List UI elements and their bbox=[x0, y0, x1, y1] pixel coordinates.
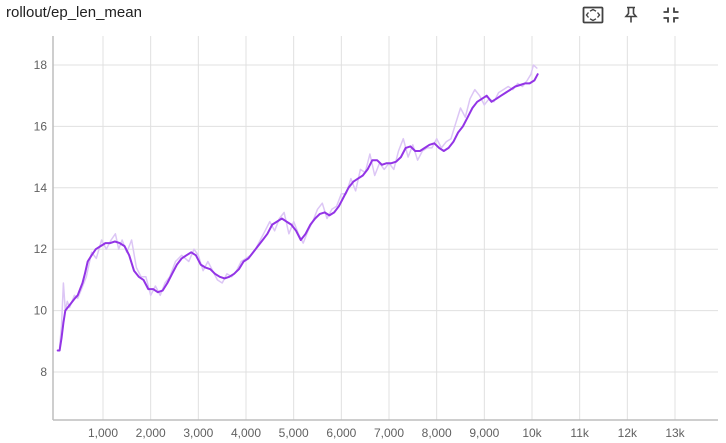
x-tick-label: 7,000 bbox=[374, 426, 404, 440]
y-tick-label: 18 bbox=[34, 58, 48, 72]
x-tick-label: 2,000 bbox=[136, 426, 166, 440]
x-tick-label: 1,000 bbox=[88, 426, 118, 440]
x-tick-label: 13k bbox=[665, 426, 685, 440]
x-tick-label: 12k bbox=[618, 426, 638, 440]
y-tick-label: 10 bbox=[34, 304, 48, 318]
x-tick-label: 9,000 bbox=[469, 426, 499, 440]
y-tick-label: 12 bbox=[34, 242, 48, 256]
raw-series-line bbox=[60, 65, 537, 347]
y-tick-label: 16 bbox=[34, 119, 48, 133]
x-tick-label: 10k bbox=[522, 426, 542, 440]
x-tick-label: 4,000 bbox=[231, 426, 261, 440]
x-tick-label: 3,000 bbox=[183, 426, 213, 440]
x-tick-label: 5,000 bbox=[279, 426, 309, 440]
y-tick-label: 8 bbox=[40, 365, 47, 379]
x-tick-label: 6,000 bbox=[326, 426, 356, 440]
y-tick-label: 14 bbox=[34, 181, 48, 195]
x-tick-label: 11k bbox=[570, 426, 589, 440]
x-tick-label: 8,000 bbox=[422, 426, 452, 440]
